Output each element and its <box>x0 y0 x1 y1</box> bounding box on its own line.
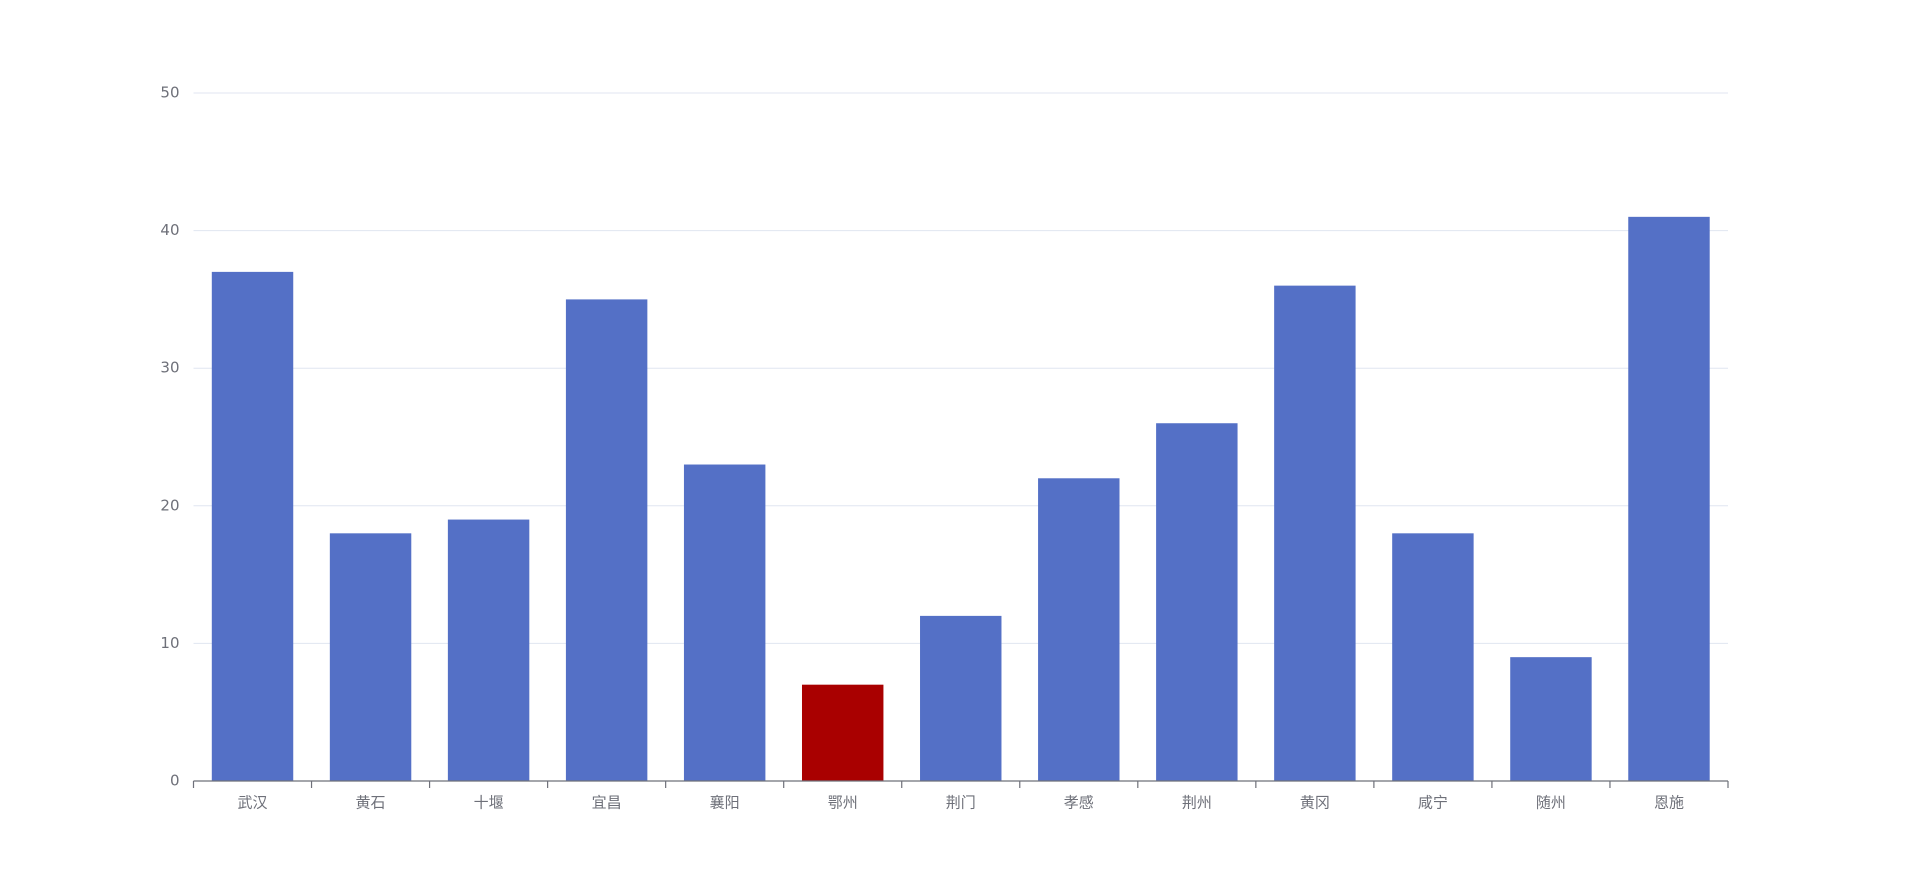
bar <box>1038 478 1120 781</box>
y-tick-label: 0 <box>170 772 180 790</box>
y-tick-label: 50 <box>160 84 179 102</box>
y-tick-label: 30 <box>160 359 179 377</box>
x-tick-label: 鄂州 <box>828 794 858 812</box>
bar <box>329 533 412 781</box>
bar <box>1156 423 1238 781</box>
y-tick-label: 20 <box>160 496 179 514</box>
x-tick-label: 黄石 <box>356 794 386 812</box>
bar <box>801 684 884 781</box>
x-tick-label: 荆门 <box>946 794 976 812</box>
bar <box>565 299 648 781</box>
bar <box>920 615 1002 781</box>
bar <box>211 271 294 781</box>
x-tick-label: 襄阳 <box>710 794 740 812</box>
bar <box>447 519 530 781</box>
x-tick-label: 十堰 <box>474 794 504 812</box>
x-tick-label: 恩施 <box>1654 794 1684 812</box>
x-tick-label: 孝感 <box>1064 794 1094 812</box>
x-tick-label: 武汉 <box>238 794 268 812</box>
bar <box>683 464 766 781</box>
x-tick-label: 荆州 <box>1182 794 1212 812</box>
bar <box>1628 216 1710 782</box>
x-tick-label: 黄冈 <box>1300 794 1330 812</box>
bar <box>1510 657 1592 781</box>
x-tick-label: 宜昌 <box>592 794 622 812</box>
x-tick-label: 随州 <box>1536 794 1566 812</box>
y-tick-label: 40 <box>160 221 179 239</box>
bar <box>1392 533 1474 781</box>
x-tick-label: 咸宁 <box>1418 794 1448 812</box>
y-tick-label: 10 <box>160 634 179 652</box>
bar <box>1274 285 1356 781</box>
